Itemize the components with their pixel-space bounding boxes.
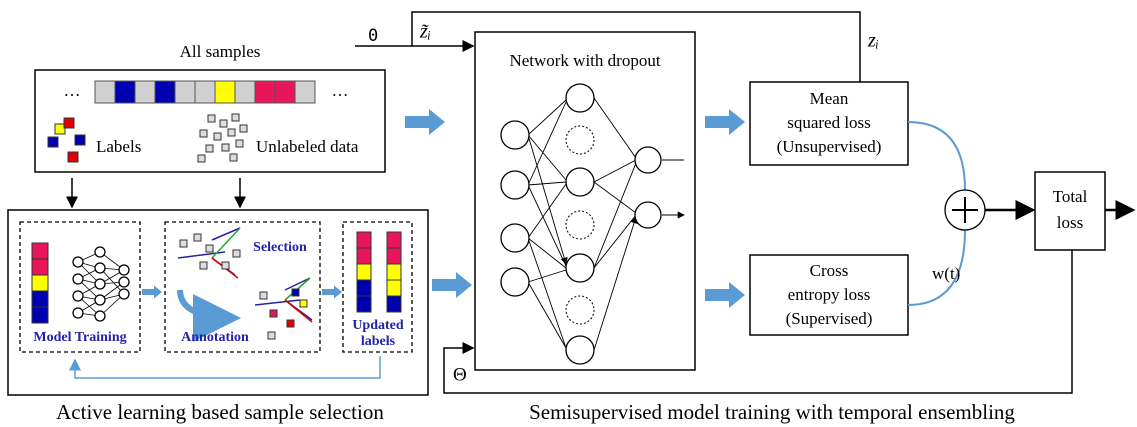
updated-stacks bbox=[357, 232, 401, 312]
blue-arrow bbox=[405, 109, 445, 135]
ellipsis: … bbox=[64, 81, 81, 100]
loss-text: squared loss bbox=[787, 113, 871, 132]
loss-text: loss bbox=[1057, 213, 1083, 232]
loss-text: Mean bbox=[810, 89, 849, 108]
unlabeled-icons bbox=[198, 114, 247, 162]
caption: Active learning based sample selection bbox=[56, 400, 384, 424]
samples-title: All samples bbox=[180, 42, 261, 61]
network-graph bbox=[501, 84, 684, 364]
blue-arrow bbox=[322, 286, 342, 299]
zero-input: 0 bbox=[368, 26, 378, 46]
selection-label: Selection bbox=[253, 240, 307, 255]
ellipsis: … bbox=[332, 81, 349, 100]
loss-text: (Unsupervised) bbox=[777, 137, 882, 156]
unlabeled-text: Unlabeled data bbox=[256, 137, 359, 156]
z-label: zᵢ bbox=[867, 30, 879, 52]
blue-arrow bbox=[705, 282, 745, 308]
loss-text: Total bbox=[1053, 187, 1088, 206]
model-training-label: Model Training bbox=[33, 330, 126, 345]
blue-arrow bbox=[142, 286, 162, 299]
sample-strip bbox=[95, 81, 315, 103]
updated-label: Updated bbox=[352, 318, 404, 333]
caption: Semisupervised model training with tempo… bbox=[529, 400, 1015, 424]
updated-label: labels bbox=[361, 334, 396, 349]
sum-node bbox=[945, 190, 985, 230]
label-stack bbox=[32, 243, 48, 323]
weight-label: w(t) bbox=[932, 264, 960, 283]
total-loss-box bbox=[1035, 172, 1105, 250]
blue-arrow bbox=[432, 272, 472, 298]
mini-network bbox=[73, 247, 129, 321]
label-icons bbox=[48, 118, 85, 162]
loss-text: entropy loss bbox=[788, 285, 871, 304]
network-title: Network with dropout bbox=[509, 51, 660, 70]
loss-text: (Supervised) bbox=[786, 309, 873, 328]
feedback-bottom bbox=[444, 250, 1072, 393]
blue-arrow bbox=[705, 109, 745, 135]
loss-text: Cross bbox=[810, 261, 849, 280]
feedback-arrow bbox=[75, 356, 380, 378]
labels-text: Labels bbox=[96, 137, 141, 156]
annotation-label: Annotation bbox=[181, 330, 249, 345]
diagram: 0 z̃ᵢ zᵢ All samples … … Labels Unlabele… bbox=[0, 0, 1137, 427]
theta-label: Θ bbox=[453, 364, 467, 385]
z-tilde: z̃ᵢ bbox=[419, 21, 431, 43]
